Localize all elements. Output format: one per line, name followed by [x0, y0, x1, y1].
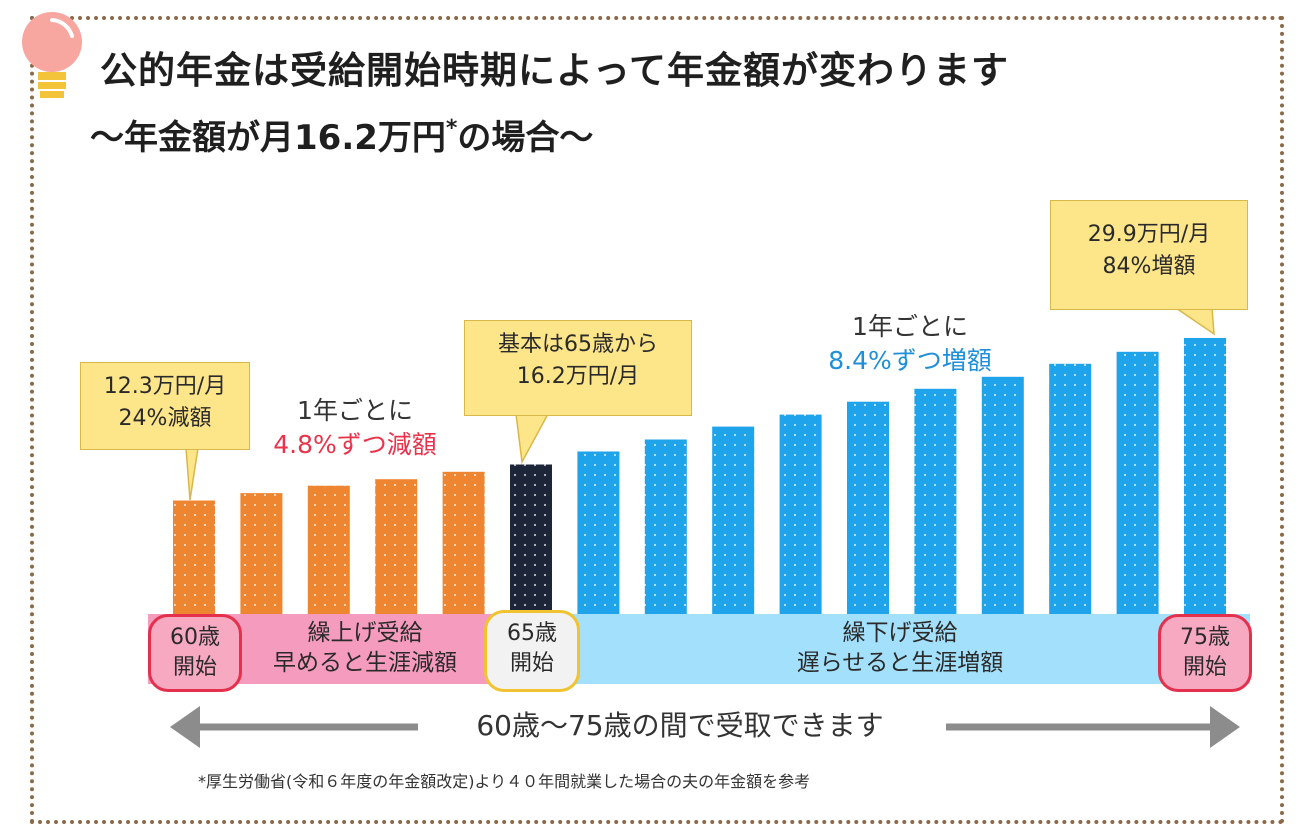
decrease-note-line1: 1年ごとに: [297, 396, 413, 425]
callout-60-amount: 12.3万円/月: [103, 374, 227, 399]
bar-age-63: [375, 479, 418, 614]
badge-60-start: 60歳 開始: [148, 614, 242, 692]
callout-pointer-late: [1173, 307, 1215, 336]
bar-age-75: [1184, 338, 1226, 614]
bars-group: [173, 338, 1226, 614]
callout-75: 29.9万円/月 84%増額: [1050, 200, 1248, 310]
bar-age-66: [577, 451, 620, 614]
callout-pointer-early: [185, 447, 199, 501]
callout-60-rate: 24%減額: [118, 406, 212, 431]
badge-65-label: 開始: [509, 651, 554, 676]
lightbulb-icon: [22, 12, 82, 98]
footnote: *厚生労働省(令和６年度の年金額改定)より４０年間就業した場合の夫の年金額を参考: [198, 772, 811, 791]
bar-age-73: [1049, 363, 1092, 614]
callout-65-line2: 16.2万円/月: [516, 364, 640, 389]
bar-age-68: [712, 426, 755, 614]
increase-note-line2: 8.4%ずつ増額: [828, 346, 992, 375]
bar-age-62: [307, 485, 350, 614]
badge-60-age: 60歳: [170, 625, 220, 650]
badge-75-age: 75歳: [1180, 625, 1230, 650]
late-band-title: 繰下げ受給: [842, 620, 958, 646]
bar-age-74: [1116, 351, 1159, 614]
subtitle-end: の場合～: [457, 118, 594, 158]
badge-60-label: 開始: [172, 655, 217, 680]
bar-age-65: [510, 464, 552, 614]
callout-60: 12.3万円/月 24%減額: [80, 362, 250, 450]
bar-age-71: [914, 388, 957, 614]
badge-65-age: 65歳: [507, 621, 557, 646]
bar-age-72: [981, 376, 1024, 614]
dotted-frame: [30, 16, 1284, 824]
callout-65-line1: 基本は65歳から: [498, 332, 658, 357]
bar-age-67: [644, 439, 687, 614]
bar-age-69: [779, 414, 822, 614]
late-band: [560, 614, 1250, 684]
badge-75-label: 開始: [1182, 655, 1227, 680]
decrease-note: 1年ごとに 4.8%ずつ減額: [240, 394, 470, 462]
decrease-note-line2: 4.8%ずつ減額: [273, 430, 437, 459]
bar-age-70: [847, 401, 889, 614]
callout-65: 基本は65歳から 16.2万円/月: [464, 320, 692, 416]
bar-age-60: [173, 500, 215, 614]
subtitle-asterisk: *: [445, 116, 458, 141]
early-band-text: 繰上げ受給 早めると生涯減額: [250, 618, 480, 678]
badge-75-start: 75歳 開始: [1158, 614, 1252, 692]
early-band-title: 繰上げ受給: [307, 620, 423, 646]
callout-pointer-base: [515, 413, 550, 465]
increase-note: 1年ごとに 8.4%ずつ増額: [790, 310, 1030, 378]
badge-65-start: 65歳 開始: [484, 610, 580, 692]
late-band-desc: 遅らせると生涯増額: [796, 650, 1004, 676]
callout-75-amount: 29.9万円/月: [1087, 222, 1211, 247]
range-arrow: [170, 706, 1240, 748]
subtitle: ～年金額が月16.2万円*の場合～: [90, 110, 593, 159]
page-title: 公的年金は受給開始時期によって年金額が変わります: [100, 49, 1010, 92]
subtitle-text: ～年金額が月16.2万円: [90, 118, 446, 158]
early-band-desc: 早めると生涯減額: [273, 650, 457, 676]
increase-note-line1: 1年ごとに: [852, 312, 968, 341]
callout-75-rate: 84%増額: [1102, 254, 1196, 279]
late-band-text: 繰下げ受給 遅らせると生涯増額: [760, 618, 1040, 678]
bar-age-64: [442, 471, 485, 614]
range-label: 60歳～75歳の間で受取できます: [476, 709, 884, 742]
bar-age-61: [240, 493, 283, 614]
